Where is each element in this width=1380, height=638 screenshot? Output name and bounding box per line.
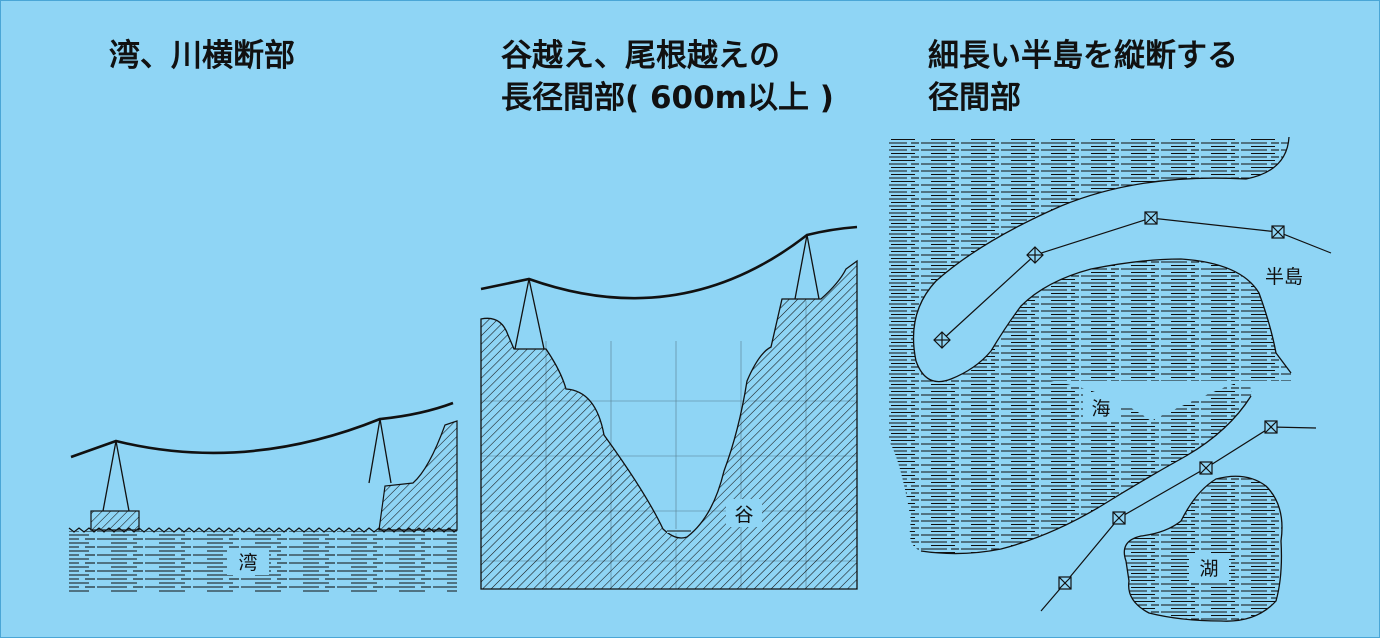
lake [1123, 475, 1283, 622]
peninsula-label: 半島 [1265, 266, 1303, 288]
lower-sea [889, 381, 1252, 554]
left-tower [102, 440, 130, 512]
panel-3-title: 細長い半島を縦断する 径間部 [928, 35, 1238, 119]
panel-2-title: 谷越え、尾根越えの 長径間部( 600m以上 ) [501, 35, 834, 119]
panel-3-peninsula-crossing: 海 湖 半島 [889, 136, 1332, 622]
panel-2-valley-crossing: 谷 [480, 225, 858, 590]
upper-sea [889, 137, 1291, 382]
lower-sea-shore [920, 395, 1252, 555]
bay-conductor [70, 401, 454, 459]
lake-label: 湖 [1199, 558, 1218, 580]
valley-right-tower [794, 234, 820, 300]
bay-water-surface [68, 527, 458, 533]
sea-label: 海 [1091, 398, 1110, 420]
panel-2-title-line-1: 谷越え、尾根越えの [501, 38, 780, 74]
tower-marker [1199, 461, 1213, 475]
panel-3-title-line-1: 細長い半島を縦断する [928, 38, 1238, 74]
tower-marker [933, 331, 951, 349]
panel-1-bay-crossing: 湾 [68, 401, 458, 593]
tower-marker [1271, 225, 1285, 239]
left-tower-foundation [90, 510, 140, 531]
tower-marker [1026, 246, 1044, 264]
right-tower [368, 418, 392, 484]
bay-label: 湾 [238, 552, 257, 574]
valley-conductor [480, 225, 858, 300]
valley-label: 谷 [734, 504, 753, 526]
tower-marker [1112, 511, 1126, 525]
peninsula-shore [990, 258, 1292, 374]
tower-marker [1264, 420, 1278, 434]
right-bank [378, 420, 458, 531]
tower-marker [1058, 576, 1072, 590]
valley-terrain [480, 259, 858, 590]
tower-marker [1144, 211, 1158, 225]
panel-1-title: 湾、川横断部 [109, 35, 295, 77]
panel-1-title-line-1: 湾、川横断部 [109, 38, 295, 74]
valley-left-tower [514, 278, 545, 350]
panel-2-title-line-2: 長径間部( 600m以上 ) [501, 80, 834, 116]
panel-3-title-line-2: 径間部 [928, 80, 1021, 116]
